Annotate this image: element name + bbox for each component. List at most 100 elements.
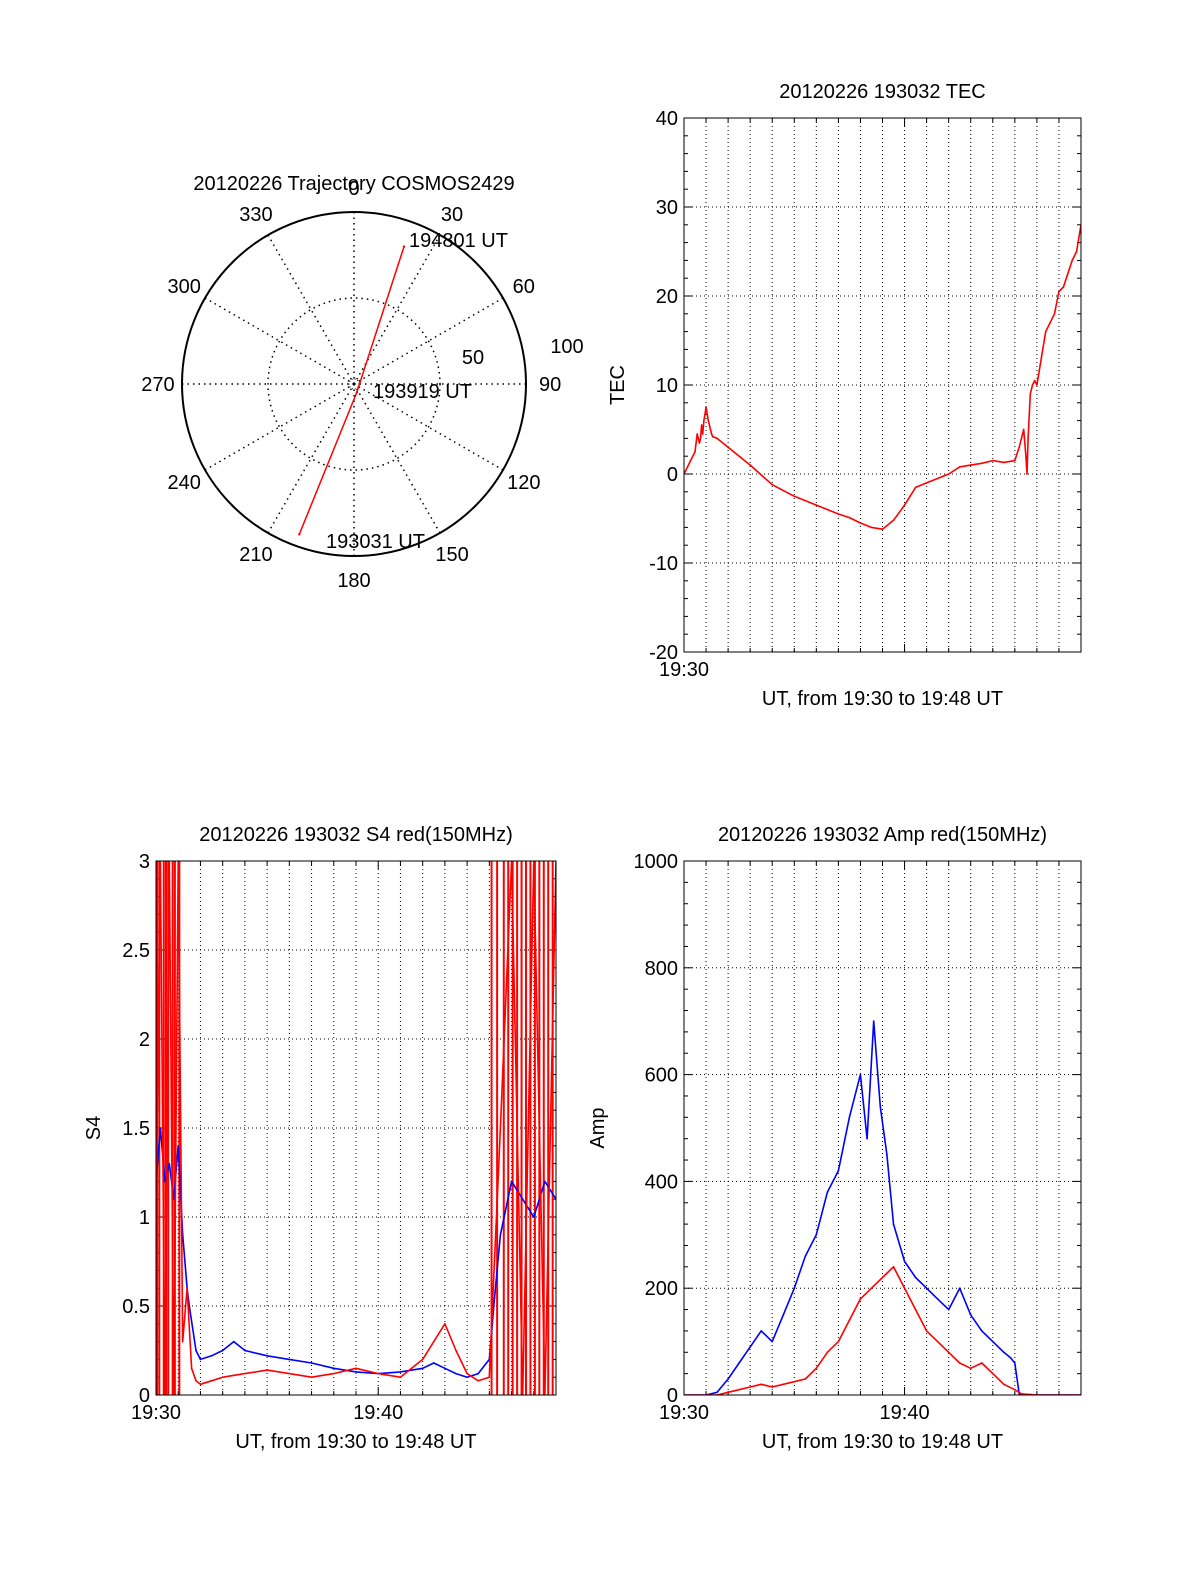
x-tick-label: 19:30 [659,1402,709,1424]
data-point [499,1127,502,1129]
data-point [958,1362,961,1364]
data-point [332,1367,335,1370]
polar-angle-label: 180 [337,570,370,592]
data-point [793,1287,796,1289]
data-point [707,419,710,422]
data-point [421,1358,424,1361]
polar-radial-label: 50 [462,347,484,369]
data-point [837,1169,840,1172]
data-point [544,1180,546,1183]
y-axis-label: TEC [607,365,629,405]
data-point [881,528,884,530]
y-tick-label: 2 [139,1029,150,1051]
y-tick-label: 800 [645,958,678,980]
data-layer [156,861,556,1395]
data-point [947,1351,950,1354]
x-axis-label: UT, from 19:30 to 19:48 UT [235,1431,476,1453]
data-point [711,435,714,438]
plot-frame [155,860,557,1396]
amp-plot: 0 200 400 600 800 1000 19:30 19:40 20120226 1930… [587,824,1082,1453]
data-point [492,1305,495,1307]
data-point [760,1383,762,1386]
data-point [738,1388,740,1391]
data-point [410,1367,413,1370]
data-point [177,1145,180,1147]
y-tick-label: 0.5 [122,1296,150,1318]
data-point [980,462,983,465]
x-axis-label: UT, from 19:30 to 19:48 UT [762,1431,1003,1453]
data-point [848,516,851,519]
data-point [444,1367,446,1370]
x-tick-label: 19:30 [659,659,709,681]
polar-grid-circle [267,297,441,471]
polar-spoke [204,297,355,385]
data-point [195,1349,197,1352]
data-point [771,483,774,486]
data-point [1018,446,1021,449]
data-point [710,433,713,435]
data-point [221,1349,224,1352]
data-point [466,1372,468,1375]
plot-frame [683,117,1082,653]
data-point [947,473,950,475]
data-point [925,482,928,484]
data-point [1003,1383,1005,1386]
data-point [399,1371,402,1373]
data-point [1062,286,1065,288]
data-point [1003,1351,1005,1354]
s4-plot: 0 0.5 1 1.5 2 2.5 3 19:30 19:40 20120226 193032 S… [83,824,557,1453]
data-layer [684,224,1081,531]
data-point [703,419,705,422]
data-point [210,1379,213,1382]
data-point [848,1116,851,1119]
data-point [455,1349,457,1352]
y-tick-label: 20 [656,286,678,308]
x-axis-label: UT, from 19:30 to 19:48 UT [762,688,1003,710]
y-tick-label: 1.5 [122,1118,150,1140]
data-point [716,437,718,440]
data-point [727,446,729,449]
data-point [195,1379,197,1382]
data-point [232,1340,235,1343]
data-point [881,1276,884,1279]
data-point [969,464,972,466]
data-point [696,433,699,435]
data-point [1020,1393,1023,1395]
data-point [1058,290,1060,293]
data-point [705,406,707,409]
data-point [1003,461,1005,464]
y-tick-label: 0 [139,1385,150,1407]
polar-spoke [267,234,355,385]
data-point [947,1308,950,1311]
data-point [1027,437,1029,440]
polar-angle-label: 270 [141,374,174,396]
annotation-mid-time: 193919 UT [373,381,472,403]
data-point [969,1314,972,1316]
polar-angle-label: 240 [168,472,201,494]
trajectory-point [402,245,406,248]
polar-angle-label: 0 [348,178,359,200]
data-point [826,1351,829,1354]
data-point [903,1260,906,1263]
data-point [1014,1388,1016,1391]
data-point [1025,455,1027,458]
polar-angle-label: 150 [435,544,468,566]
data-point [699,437,702,440]
data-point [355,1367,357,1370]
data-point [709,428,712,431]
data-point [914,1276,917,1279]
data-point [288,1372,291,1375]
series-line [684,1266,1081,1395]
polar-angle-label: 30 [441,204,463,226]
data-point [892,519,895,522]
data-point [925,1330,928,1332]
y-tick-label: -20 [649,642,678,664]
data-point [266,1355,268,1357]
polar-angle-label: 120 [507,472,540,494]
y-axis-label: S4 [83,1116,105,1140]
data-point [771,1386,774,1388]
chart-title: 20120226 193032 TEC [779,81,985,103]
y-tick-label: -10 [649,553,678,575]
chart-title: 20120226 193032 S4 red(150MHz) [199,824,513,846]
